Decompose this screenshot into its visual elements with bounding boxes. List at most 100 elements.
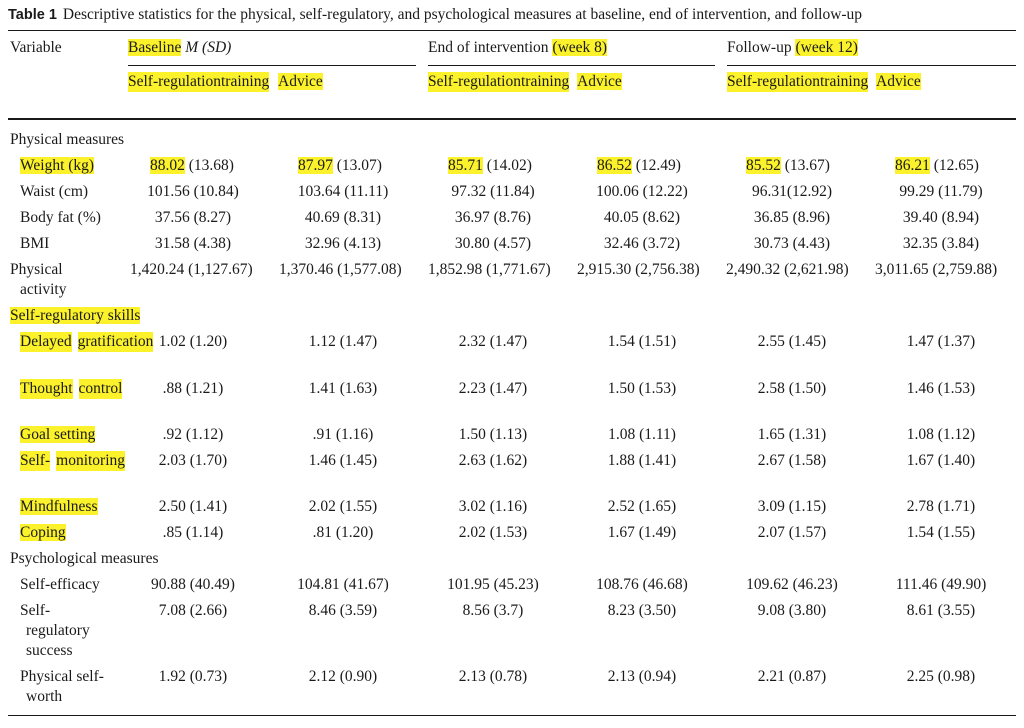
table-label: Table 1 bbox=[8, 7, 57, 23]
header-srt-line2: training bbox=[520, 72, 570, 92]
header-rule bbox=[8, 118, 1016, 120]
cell-coping-f2: 1.54 (1.55) bbox=[906, 524, 976, 541]
cell-waist-f2: 99.29 (11.79) bbox=[899, 183, 983, 200]
header-srt-baseline: Self-regulationtraining bbox=[128, 72, 270, 92]
cell-delayed-b2: 1.12 (1.47) bbox=[308, 333, 378, 350]
cell-coping-b1: .85 (1.14) bbox=[162, 524, 224, 541]
cell-psw-f2: 2.25 (0.98) bbox=[906, 668, 976, 685]
cell-bmi-f2: 32.35 (3.84) bbox=[902, 235, 980, 252]
cell-mindful-e2: 2.52 (1.65) bbox=[607, 498, 677, 515]
row-label-bodyfat: Body fat (%) bbox=[20, 209, 101, 226]
header-followup: Follow-up (week 12) bbox=[727, 38, 858, 58]
cell-thought-f2: 1.46 (1.53) bbox=[906, 380, 976, 397]
header-baseline: Baseline M (SD) bbox=[128, 38, 231, 58]
header-variable: Variable bbox=[10, 39, 62, 56]
cell-weight-b1: 88.02 (13.68) bbox=[150, 157, 234, 174]
cell-mindful-b1: 2.50 (1.41) bbox=[158, 498, 228, 515]
row-label-selfefficacy: Self-efficacy bbox=[20, 576, 100, 593]
cell-selfmon-f2: 1.67 (1.40) bbox=[906, 452, 976, 469]
cell-delayed-f2: 1.47 (1.37) bbox=[906, 333, 976, 350]
row-label-psw: Physical self-worth bbox=[20, 668, 104, 705]
row-label-mindfulness: Mindfulness bbox=[20, 498, 98, 515]
cell-psw-f1: 2.21 (0.87) bbox=[757, 668, 827, 685]
cell-delayed-e2: 1.54 (1.51) bbox=[607, 333, 677, 350]
cell-mindful-f2: 2.78 (1.71) bbox=[906, 498, 976, 515]
cell-delayed-e1: 2.32 (1.47) bbox=[458, 333, 528, 350]
cell-waist-e1: 97.32 (11.84) bbox=[451, 183, 535, 200]
header-srt-end: Self-regulationtraining bbox=[428, 72, 570, 92]
header-advice-label: Advice bbox=[278, 73, 323, 90]
cell-srsuccess-b1: 7.08 (2.66) bbox=[158, 602, 228, 619]
cell-selfeff-e1: 101.95 (45.23) bbox=[447, 576, 539, 593]
header-srt-line2: training bbox=[220, 72, 270, 92]
cell-waist-b2: 103.64 (11.11) bbox=[297, 183, 389, 200]
cell-bmi-f1: 30.73 (4.43) bbox=[753, 235, 831, 252]
cell-thought-e1: 2.23 (1.47) bbox=[458, 380, 528, 397]
table-caption-text: Descriptive statistics for the physical,… bbox=[62, 6, 863, 23]
cell-waist-e2: 100.06 (12.22) bbox=[596, 183, 688, 200]
cell-bodyfat-f2: 39.40 (8.94) bbox=[902, 209, 980, 226]
cell-pa-f1: 2,490.32 (2,621.98) bbox=[726, 261, 849, 278]
cell-weight-e2: 86.52 (12.49) bbox=[597, 157, 681, 174]
cell-waist-f1: 96.31(12.92) bbox=[751, 183, 833, 200]
header-srt-line1: Self-regulation bbox=[128, 72, 221, 92]
header-baseline-msd: M (SD) bbox=[185, 39, 232, 56]
header-end-label: End of intervention bbox=[428, 39, 549, 56]
row-label-srsuccess: Self-regulatory success bbox=[20, 602, 90, 659]
header-srt-line2: training bbox=[819, 72, 869, 92]
cell-selfeff-b1: 90.88 (40.49) bbox=[151, 576, 235, 593]
section-selfreg: Self-regulatory skills bbox=[10, 307, 141, 324]
row-label-selfmon: Self-monitoring bbox=[20, 451, 126, 471]
cell-weight-f2: 86.21 (12.65) bbox=[895, 157, 979, 174]
cell-psw-b1: 1.92 (0.73) bbox=[158, 668, 228, 685]
header-followup-label: Follow-up bbox=[727, 39, 792, 56]
cell-coping-e1: 2.02 (1.53) bbox=[458, 524, 528, 541]
cell-srsuccess-e1: 8.56 (3.7) bbox=[462, 602, 524, 619]
end-span-rule bbox=[428, 65, 715, 66]
cell-pa-e2: 2,915.30 (2,756.38) bbox=[577, 261, 700, 278]
table-caption: Table 1 Descriptive statistics for the ph… bbox=[8, 6, 862, 24]
cell-psw-e1: 2.13 (0.78) bbox=[458, 668, 528, 685]
cell-delayed-f1: 2.55 (1.45) bbox=[757, 333, 827, 350]
baseline-span-rule bbox=[128, 65, 416, 66]
cell-goal-b2: .91 (1.16) bbox=[312, 426, 374, 443]
cell-srsuccess-e2: 8.23 (3.50) bbox=[607, 602, 677, 619]
cell-goal-f1: 1.65 (1.31) bbox=[757, 426, 827, 443]
header-advice-end: Advice bbox=[577, 72, 622, 92]
row-label-weight: Weight (kg) bbox=[20, 157, 95, 174]
cell-pa-f2: 3,011.65 (2,759.88) bbox=[875, 261, 998, 278]
cell-thought-f1: 2.58 (1.50) bbox=[757, 380, 827, 397]
cell-mindful-f1: 3.09 (1.15) bbox=[757, 498, 827, 515]
cell-bmi-e1: 30.80 (4.57) bbox=[454, 235, 532, 252]
cell-selfmon-e1: 2.63 (1.62) bbox=[458, 452, 528, 469]
cell-delayed-b1: 1.02 (1.20) bbox=[158, 333, 228, 350]
cell-selfeff-e2: 108.76 (46.68) bbox=[596, 576, 688, 593]
cell-goal-e2: 1.08 (1.11) bbox=[608, 426, 676, 443]
cell-srsuccess-b2: 8.46 (3.59) bbox=[308, 602, 378, 619]
header-end: End of intervention (week 8) bbox=[428, 38, 608, 58]
cell-coping-b2: .81 (1.20) bbox=[312, 524, 374, 541]
row-label-physical-activity: Physical activity bbox=[10, 261, 67, 298]
cell-selfmon-f1: 2.67 (1.58) bbox=[757, 452, 827, 469]
cell-pa-e1: 1,852.98 (1,771.67) bbox=[428, 261, 551, 278]
cell-weight-f1: 85.52 (13.67) bbox=[746, 157, 830, 174]
row-label-delayed: Delayed gratification bbox=[20, 332, 154, 352]
bottom-rule bbox=[8, 715, 1016, 716]
cell-pa-b2: 1,370.46 (1,577.08) bbox=[279, 261, 402, 278]
row-label-coping: Coping bbox=[20, 524, 66, 541]
cell-thought-b2: 1.41 (1.63) bbox=[308, 380, 378, 397]
cell-selfeff-b2: 104.81 (41.67) bbox=[297, 576, 389, 593]
cell-goal-b1: .92 (1.12) bbox=[162, 426, 224, 443]
header-end-week: (week 8) bbox=[552, 39, 608, 56]
cell-mindful-e1: 3.02 (1.16) bbox=[458, 498, 528, 515]
header-advice-baseline: Advice bbox=[278, 72, 323, 92]
cell-thought-b1: .88 (1.21) bbox=[162, 380, 224, 397]
header-advice-label: Advice bbox=[577, 73, 622, 90]
cell-bmi-b2: 32.96 (4.13) bbox=[304, 235, 382, 252]
header-baseline-label: Baseline bbox=[128, 39, 182, 56]
cell-selfmon-b1: 2.03 (1.70) bbox=[158, 452, 228, 469]
section-physical: Physical measures bbox=[10, 131, 125, 148]
followup-span-rule bbox=[727, 65, 1016, 66]
row-label-thought: Thought control bbox=[20, 379, 123, 399]
cell-thought-e2: 1.50 (1.53) bbox=[607, 380, 677, 397]
